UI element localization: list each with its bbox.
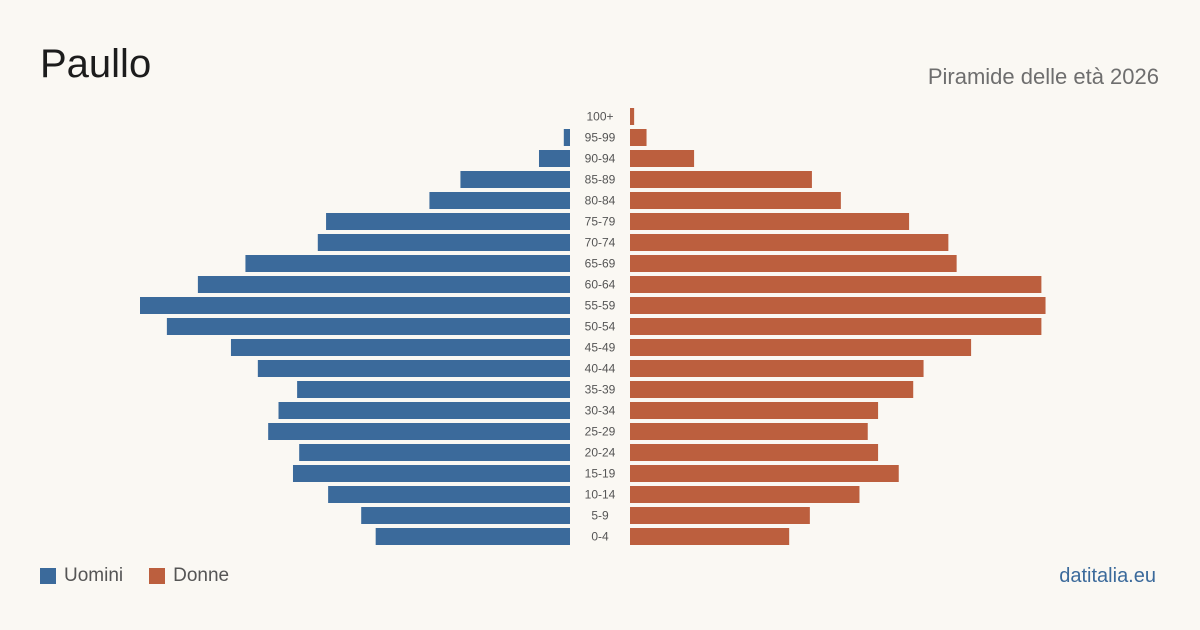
legend-label-women: Donne [173, 565, 230, 586]
bar-women-0-4 [630, 528, 790, 545]
bar-women-80-84 [630, 192, 841, 209]
bar-men-5-9 [361, 507, 570, 524]
age-label-15-19: 15-19 [585, 467, 616, 481]
bar-men-55-59 [140, 297, 570, 314]
age-label-100plus: 100+ [586, 110, 613, 124]
bar-men-25-29 [268, 423, 570, 440]
bar-women-95-99 [630, 129, 647, 146]
bar-women-75-79 [630, 213, 910, 230]
age-label-25-29: 25-29 [585, 425, 616, 439]
legend-label-men: Uomini [64, 565, 124, 586]
bar-men-30-34 [278, 402, 570, 419]
bar-men-75-79 [326, 213, 570, 230]
bar-women-5-9 [630, 507, 810, 524]
bar-men-35-39 [297, 381, 570, 398]
legend-swatch-men [40, 568, 56, 584]
age-label-65-69: 65-69 [585, 257, 616, 271]
age-label-5-9: 5-9 [591, 509, 609, 523]
bar-women-55-59 [630, 297, 1046, 314]
bar-men-0-4 [375, 528, 570, 545]
source-link[interactable]: datitalia.eu [1059, 565, 1156, 587]
bar-men-45-49 [230, 339, 570, 356]
bar-men-85-89 [460, 171, 570, 188]
legend: Uomini Donne [40, 565, 255, 587]
bar-men-80-84 [429, 192, 570, 209]
age-label-95-99: 95-99 [585, 131, 616, 145]
bar-women-20-24 [630, 444, 879, 461]
age-label-30-34: 30-34 [585, 404, 616, 418]
chart-subtitle: Piramide delle età 2026 [927, 64, 1159, 89]
bar-men-20-24 [299, 444, 570, 461]
legend-item-women: Donne [149, 565, 229, 587]
bar-women-50-54 [630, 318, 1042, 335]
bar-men-50-54 [166, 318, 570, 335]
legend-item-men: Uomini [40, 565, 123, 587]
bar-women-90-94 [630, 150, 695, 167]
bar-men-70-74 [317, 234, 570, 251]
age-label-0-4: 0-4 [591, 530, 609, 544]
page-title: Paullo [40, 42, 152, 86]
age-label-35-39: 35-39 [585, 383, 616, 397]
age-label-80-84: 80-84 [585, 194, 616, 208]
bar-men-10-14 [328, 486, 570, 503]
bar-women-60-64 [630, 276, 1042, 293]
population-pyramid-chart: 100+ 95-99 90-94 85-89 80-84 75-79 70-74 65-69 6… [140, 108, 1046, 545]
bar-men-15-19 [292, 465, 570, 482]
bar-men-65-69 [245, 255, 571, 272]
age-label-10-14: 10-14 [585, 488, 616, 502]
bar-women-45-49 [630, 339, 972, 356]
age-label-50-54: 50-54 [585, 320, 616, 334]
bar-men-40-44 [257, 360, 570, 377]
age-label-75-79: 75-79 [585, 215, 616, 229]
bar-men-95-99 [563, 129, 570, 146]
bar-men-90-94 [538, 150, 570, 167]
bar-women-100plus [630, 108, 635, 125]
bar-women-10-14 [630, 486, 860, 503]
age-label-70-74: 70-74 [585, 236, 616, 250]
bar-women-65-69 [630, 255, 957, 272]
bar-women-85-89 [630, 171, 812, 188]
bar-women-35-39 [630, 381, 914, 398]
age-label-90-94: 90-94 [585, 152, 616, 166]
bar-women-70-74 [630, 234, 949, 251]
age-label-20-24: 20-24 [585, 446, 616, 460]
age-label-55-59: 55-59 [585, 299, 616, 313]
age-label-40-44: 40-44 [585, 362, 616, 376]
legend-swatch-women [149, 568, 166, 584]
bar-women-40-44 [630, 360, 924, 377]
bar-men-60-64 [197, 276, 570, 293]
age-label-45-49: 45-49 [585, 341, 616, 355]
bar-women-25-29 [630, 423, 868, 440]
bar-women-30-34 [630, 402, 879, 419]
age-label-60-64: 60-64 [585, 278, 616, 292]
bar-women-15-19 [630, 465, 899, 482]
age-label-85-89: 85-89 [585, 173, 616, 187]
